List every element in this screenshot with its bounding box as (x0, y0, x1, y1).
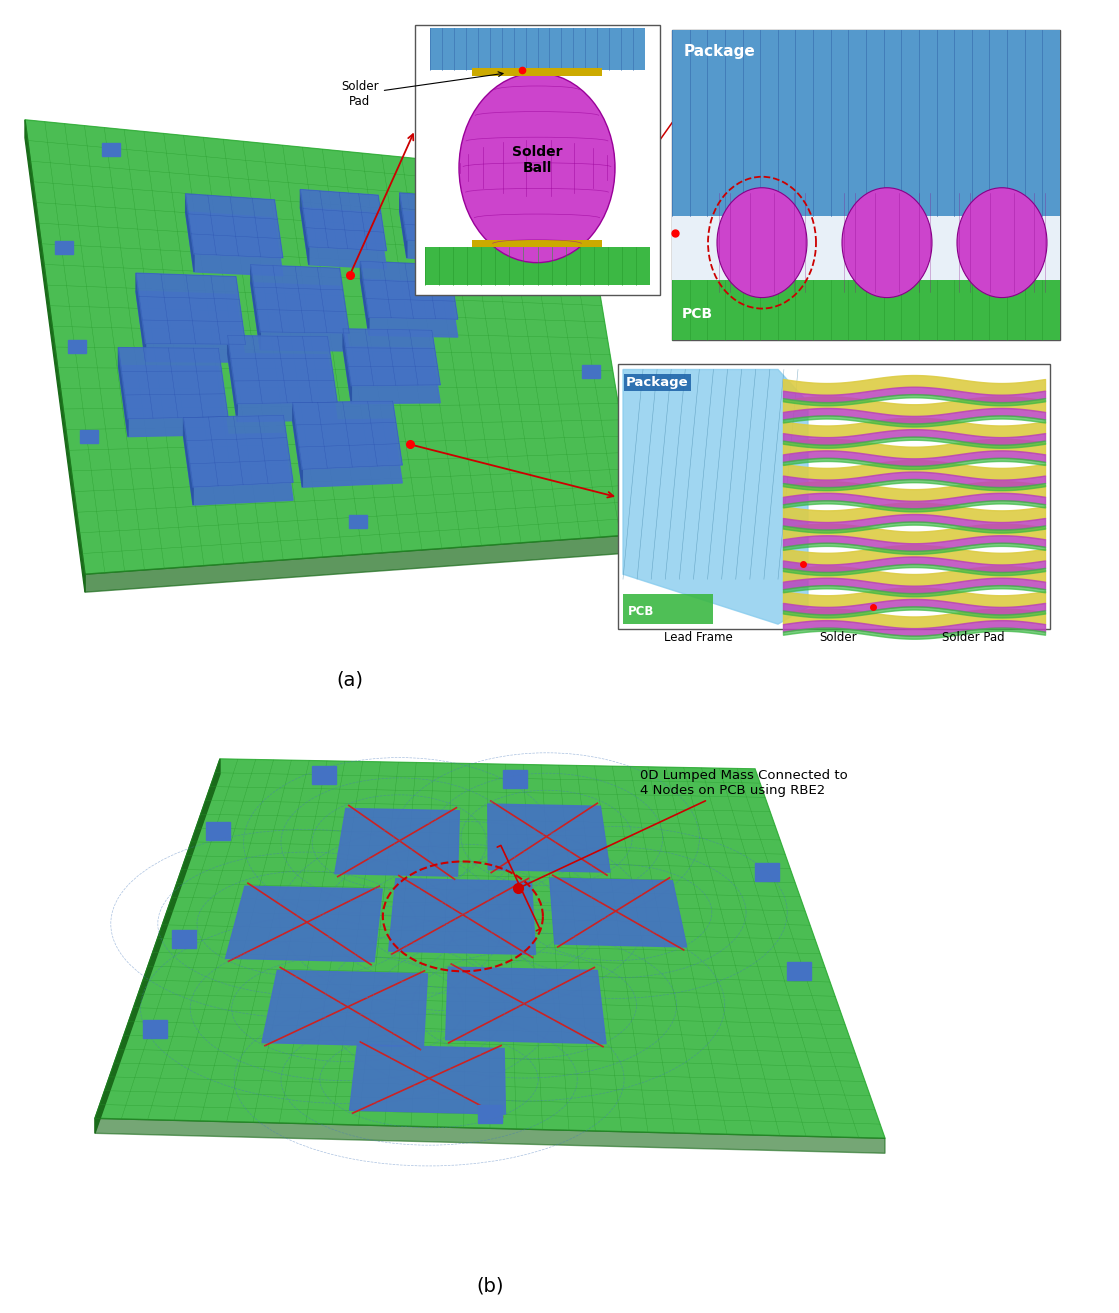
Bar (472, 240, 602, 247)
Polygon shape (399, 211, 473, 261)
Bar (68, 340, 86, 353)
Polygon shape (399, 193, 407, 257)
Polygon shape (137, 273, 245, 344)
Text: Lead Frame: Lead Frame (664, 632, 732, 645)
Text: Solder
Ball: Solder Ball (511, 144, 562, 175)
Bar (349, 515, 367, 528)
Polygon shape (186, 194, 283, 257)
Polygon shape (186, 211, 283, 276)
Polygon shape (184, 433, 293, 506)
Polygon shape (360, 261, 369, 335)
Polygon shape (137, 273, 145, 361)
Text: (a): (a) (337, 670, 364, 689)
Bar (81, 431, 98, 444)
Text: (b): (b) (477, 1276, 504, 1295)
Polygon shape (227, 336, 237, 421)
Ellipse shape (717, 188, 807, 298)
Text: Package: Package (684, 43, 755, 59)
Polygon shape (227, 353, 337, 421)
Polygon shape (119, 348, 228, 419)
Bar (312, 767, 336, 784)
Polygon shape (344, 347, 440, 403)
Polygon shape (226, 886, 383, 961)
Bar (143, 1020, 168, 1039)
Polygon shape (95, 759, 220, 1133)
Polygon shape (549, 878, 687, 947)
Polygon shape (25, 119, 85, 592)
Polygon shape (399, 193, 473, 244)
Bar (582, 365, 600, 378)
Ellipse shape (957, 188, 1047, 298)
Ellipse shape (841, 188, 932, 298)
Polygon shape (335, 809, 460, 876)
Text: 0D Lumped Mass Connected to
4 Nodes on PCB using RBE2: 0D Lumped Mass Connected to 4 Nodes on P… (497, 769, 848, 931)
Polygon shape (300, 207, 386, 269)
Bar (425, 247, 650, 285)
Bar (755, 863, 779, 881)
Text: Package: Package (626, 377, 688, 390)
Polygon shape (251, 265, 261, 349)
Polygon shape (227, 336, 337, 403)
Polygon shape (262, 970, 427, 1046)
Bar (618, 365, 1050, 629)
Polygon shape (186, 194, 194, 272)
Bar (478, 1104, 502, 1123)
Polygon shape (95, 1119, 885, 1153)
Polygon shape (360, 280, 458, 337)
Polygon shape (623, 369, 808, 624)
Text: Solder
Pad: Solder Pad (341, 72, 504, 108)
Text: Solder: Solder (819, 632, 857, 645)
Polygon shape (293, 419, 402, 487)
Polygon shape (300, 189, 386, 251)
Bar (102, 143, 120, 156)
Text: Solder Pad: Solder Pad (942, 632, 1005, 645)
Polygon shape (360, 261, 458, 319)
Bar (172, 930, 196, 948)
Bar (673, 215, 1060, 280)
Polygon shape (184, 418, 194, 506)
Polygon shape (119, 365, 228, 437)
Bar (502, 769, 527, 788)
Bar (673, 30, 1060, 215)
Text: PCB: PCB (628, 605, 655, 618)
Polygon shape (488, 804, 610, 872)
Bar (567, 274, 585, 288)
Polygon shape (344, 328, 440, 386)
Bar (623, 595, 713, 624)
Polygon shape (344, 328, 351, 403)
Bar (430, 28, 645, 70)
Polygon shape (349, 1045, 506, 1115)
Bar (415, 25, 660, 294)
Bar (495, 205, 513, 218)
Polygon shape (184, 415, 293, 487)
Polygon shape (119, 348, 128, 437)
Bar (55, 242, 73, 255)
Polygon shape (388, 878, 536, 955)
Polygon shape (445, 968, 606, 1044)
Ellipse shape (459, 74, 615, 263)
Bar (788, 962, 811, 981)
Polygon shape (95, 759, 885, 1138)
Text: PCB: PCB (681, 306, 713, 320)
Polygon shape (85, 534, 640, 592)
Bar (472, 68, 602, 76)
Bar (673, 280, 1060, 340)
Polygon shape (293, 403, 302, 487)
Polygon shape (251, 282, 349, 351)
Polygon shape (293, 402, 402, 469)
Bar (206, 822, 231, 840)
Polygon shape (137, 291, 245, 362)
Polygon shape (251, 265, 349, 334)
Polygon shape (25, 119, 640, 574)
Polygon shape (300, 189, 309, 265)
Bar (673, 30, 1060, 340)
